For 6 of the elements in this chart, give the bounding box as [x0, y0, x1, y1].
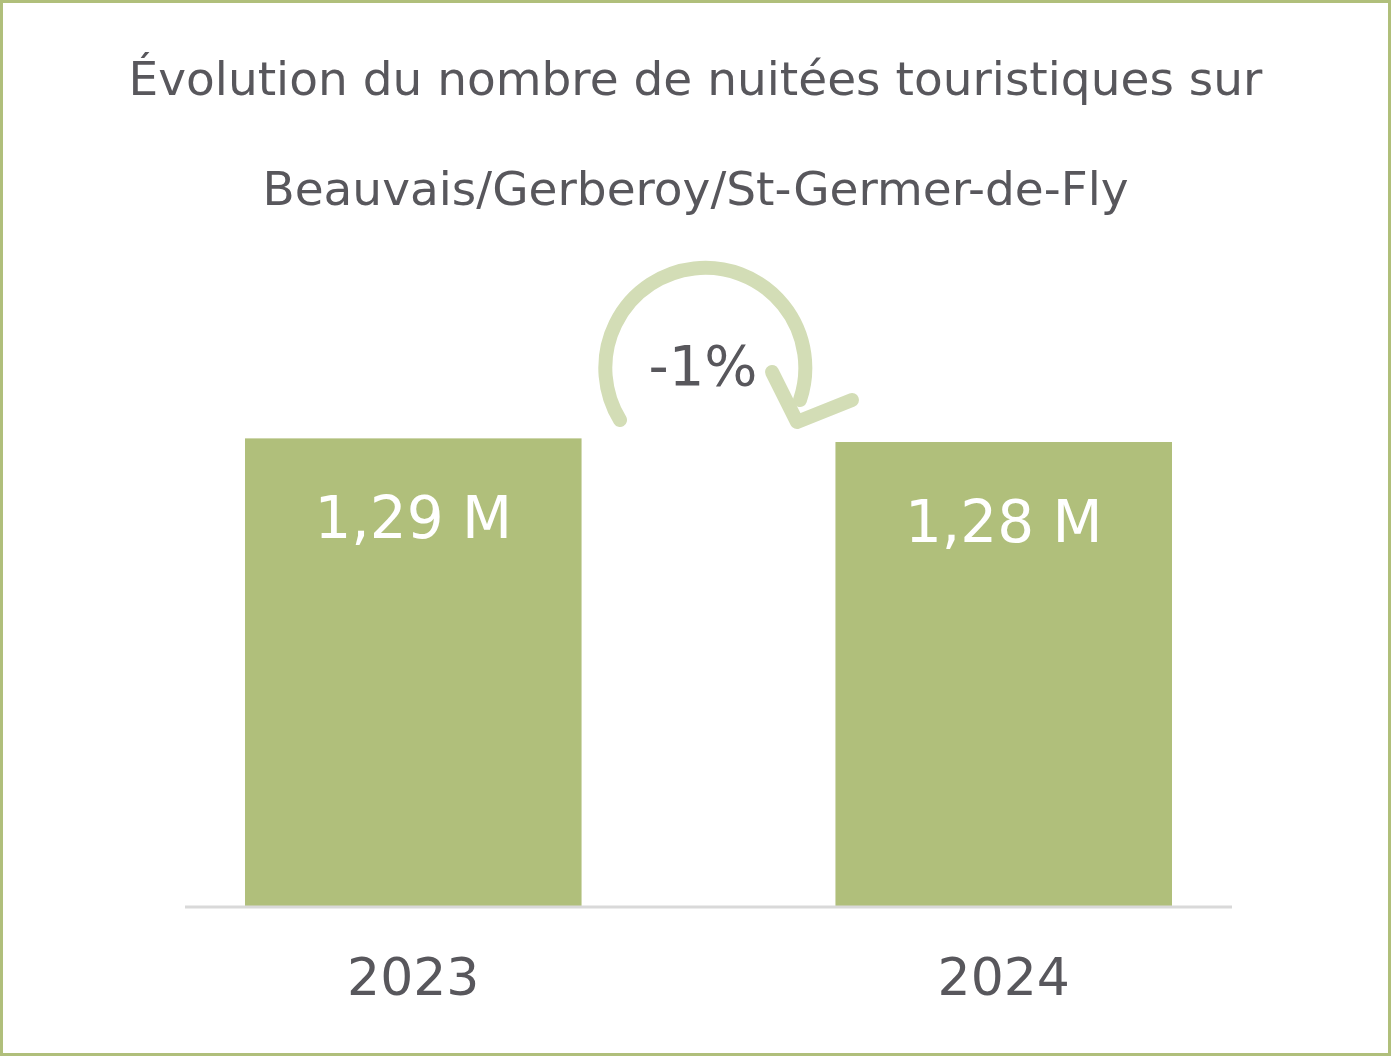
x-tick-label: 2024: [937, 947, 1070, 1007]
data-label: 1,28 M: [904, 488, 1103, 557]
text: -1%: [648, 333, 758, 398]
x-tick-label: 2023: [347, 947, 480, 1007]
data-label: 1,29 M: [314, 484, 513, 553]
chart-title: Évolution du nombre de nuitées touristiques sur Beauvais/Gerberoy/St-Germer-de-Fly: [128, 51, 1264, 216]
